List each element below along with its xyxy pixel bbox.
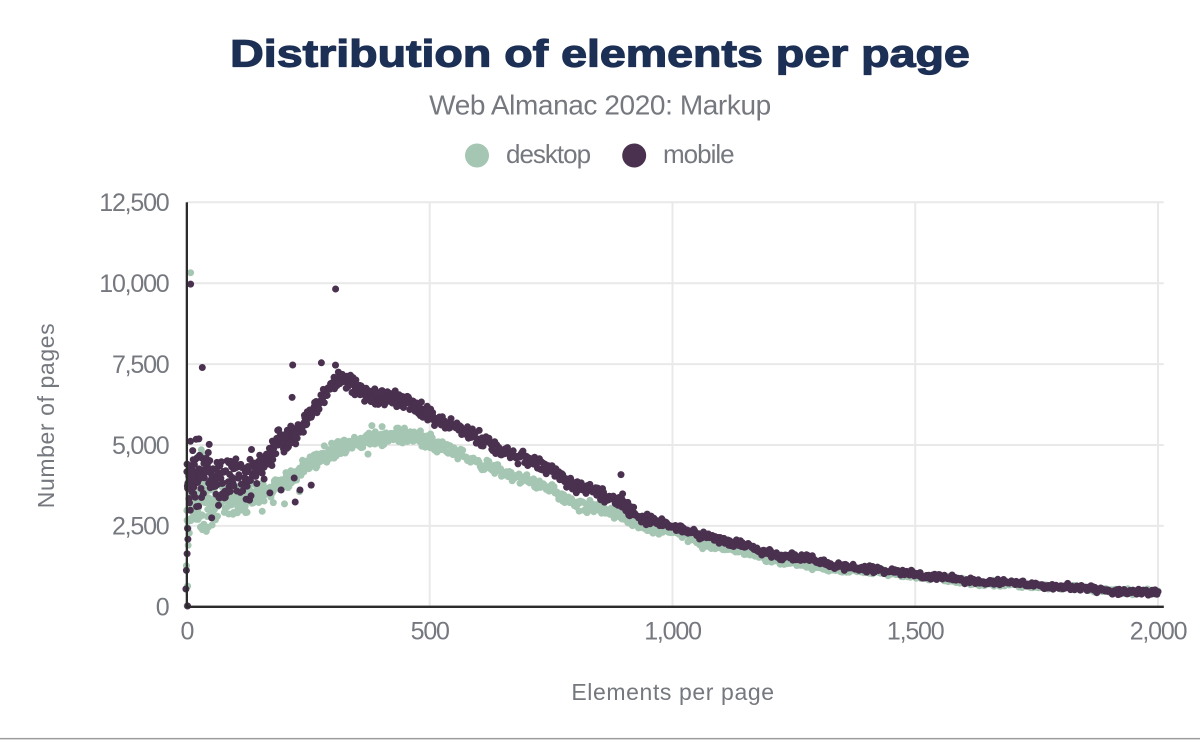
svg-text:Elements per page: Elements per page bbox=[571, 679, 774, 705]
svg-text:1,500: 1,500 bbox=[887, 617, 944, 645]
svg-text:Web Almanac 2020: Markup: Web Almanac 2020: Markup bbox=[429, 89, 771, 120]
svg-text:12,500: 12,500 bbox=[99, 189, 169, 217]
svg-text:1,000: 1,000 bbox=[644, 617, 701, 645]
svg-text:10,000: 10,000 bbox=[99, 270, 169, 298]
svg-text:Number of pages: Number of pages bbox=[33, 323, 59, 508]
svg-text:desktop: desktop bbox=[506, 139, 591, 169]
svg-text:0: 0 bbox=[181, 617, 194, 645]
svg-text:Distribution of elements per p: Distribution of elements per page bbox=[230, 33, 970, 75]
svg-text:2,000: 2,000 bbox=[1130, 617, 1187, 645]
svg-text:500: 500 bbox=[411, 617, 449, 645]
svg-text:7,500: 7,500 bbox=[112, 351, 169, 379]
svg-text:0: 0 bbox=[156, 594, 169, 622]
svg-text:5,000: 5,000 bbox=[112, 432, 169, 460]
svg-text:2,500: 2,500 bbox=[112, 513, 169, 541]
svg-text:mobile: mobile bbox=[663, 139, 734, 169]
